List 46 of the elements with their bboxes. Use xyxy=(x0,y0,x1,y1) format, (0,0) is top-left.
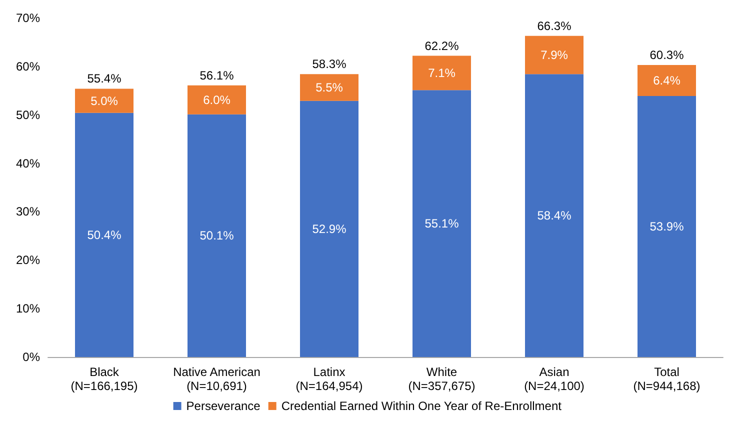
bar xyxy=(412,90,471,357)
data-label: 50.1% xyxy=(200,228,234,243)
data-label: 50.4% xyxy=(87,228,122,242)
data-label: 53.9% xyxy=(650,219,684,234)
bar xyxy=(75,88,134,113)
data-label: 5.0% xyxy=(90,94,118,108)
total-label: 58.3% xyxy=(312,57,347,72)
data-label: 7.9% xyxy=(540,48,568,62)
bar xyxy=(525,36,584,74)
bar xyxy=(525,74,584,357)
data-label: 5.5% xyxy=(316,80,344,94)
data-label: 58.4% xyxy=(537,208,572,223)
x-tick-label: Total (N=944,168) xyxy=(633,365,700,393)
total-label: 66.3% xyxy=(537,18,572,33)
x-tick-label: Native American (N=10,691) xyxy=(173,365,260,393)
y-tick-label: 40% xyxy=(16,156,40,170)
bar xyxy=(638,64,696,96)
x-tick-label: Black (N=166,195) xyxy=(70,365,138,393)
bar xyxy=(412,56,471,90)
bar xyxy=(188,85,246,114)
legend-label: Perseverance xyxy=(186,399,261,413)
x-tick-label: Latinx (N=164,954) xyxy=(296,365,363,393)
bar xyxy=(300,74,358,101)
data-label: 55.1% xyxy=(424,216,460,231)
data-label: 7.1% xyxy=(428,66,456,80)
bar xyxy=(300,100,358,357)
y-tick-label: 20% xyxy=(16,253,40,268)
y-tick-label: 30% xyxy=(16,204,40,219)
total-label: 56.1% xyxy=(200,68,234,82)
bar xyxy=(638,96,696,357)
legend-label: Credential Earned Within One Year of Re-Enrollment xyxy=(281,399,562,413)
y-tick-label: 10% xyxy=(16,302,40,316)
x-tick-label: White (N=357,675) xyxy=(408,365,476,393)
x-tick-label: Asian (N=24,100) xyxy=(524,365,584,393)
y-tick-label: 0% xyxy=(22,350,40,364)
y-tick-label: 50% xyxy=(16,108,40,122)
total-label: 55.4% xyxy=(87,72,122,86)
bar xyxy=(75,112,134,357)
total-label: 60.3% xyxy=(650,48,684,62)
bar xyxy=(188,114,246,357)
y-tick-label: 70% xyxy=(16,11,40,25)
total-label: 62.2% xyxy=(424,38,460,53)
y-tick-label: 60% xyxy=(16,59,40,74)
data-label: 52.9% xyxy=(312,222,347,236)
data-label: 6.0% xyxy=(203,92,231,107)
data-label: 6.4% xyxy=(653,73,681,88)
